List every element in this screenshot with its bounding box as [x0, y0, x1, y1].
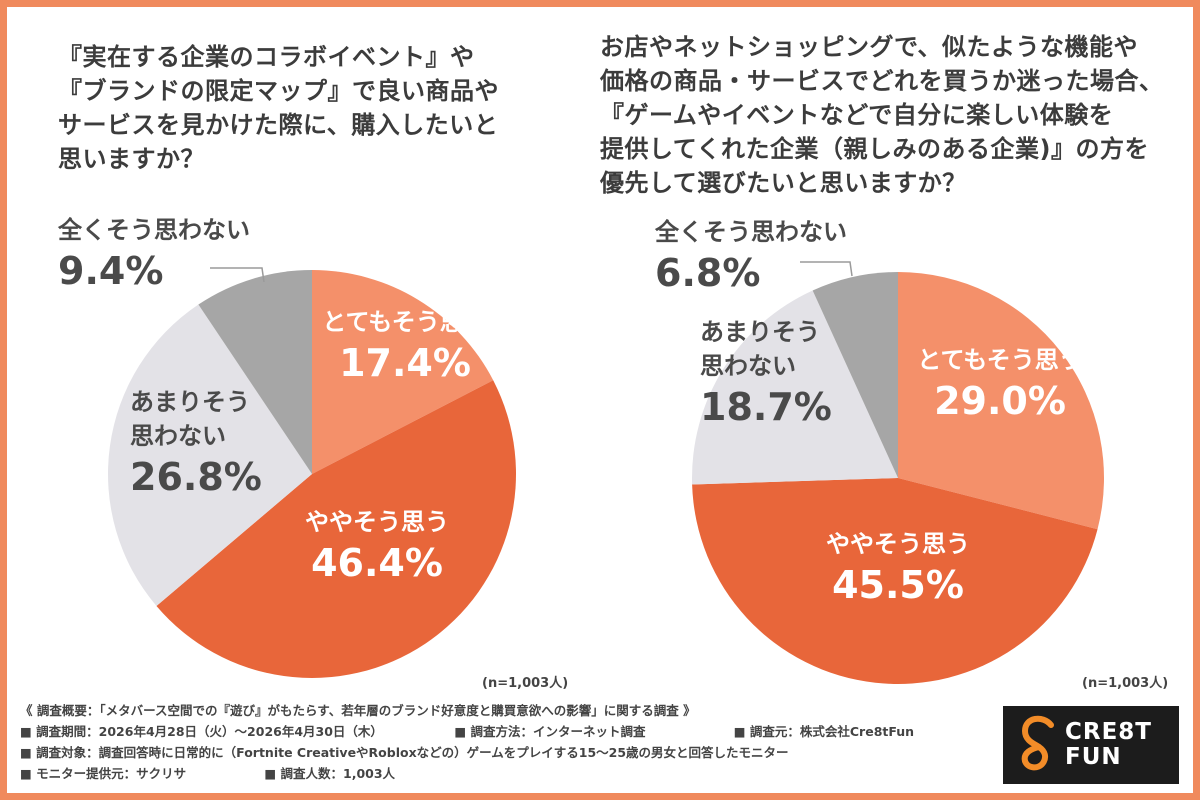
slice-category-label: 全くそう思わない: [654, 218, 847, 246]
pie-slice: [692, 478, 1098, 685]
left-question-line: サービスを見かけた際に、購入したいと: [58, 111, 499, 139]
slice-category-label: ややそう思う: [305, 508, 449, 536]
logo-line: CRE8T: [1065, 719, 1152, 745]
logo-line: FUN: [1065, 744, 1122, 770]
right-question-line: 優先して選びたいと思いますか？: [600, 169, 967, 197]
left-question: 『実在する企業のコラボイベント』や 『ブランドの限定マップ』で良い商品や サービ…: [58, 40, 499, 176]
pie-slice: [198, 270, 312, 474]
slice-value-label: 9.4%: [58, 249, 163, 293]
logo-mark-icon: [1021, 715, 1054, 771]
survey-provider: ■ モニター提供元：サクリサ: [20, 766, 187, 781]
slice-label: 全くそう思わない 9.4%: [57, 216, 250, 293]
pie-slice: [812, 272, 898, 478]
left-question-line: 『実在する企業のコラボイベント』や: [58, 43, 475, 71]
pie-slice: [156, 380, 517, 679]
right-question-line: 提供してくれた企業（親しみのある企業)』の方を: [600, 135, 1150, 163]
slice-category-label: とてもそう思う: [917, 346, 1083, 374]
slice-value-label: 6.8%: [655, 251, 760, 295]
slice-value-label: 18.7%: [700, 385, 832, 429]
slice-category-label: ややそう思う: [826, 530, 970, 558]
left-question-line: 『ブランドの限定マップ』で良い商品や: [58, 77, 499, 105]
left-sample-size: (n=1,003人): [482, 676, 569, 691]
right-question-line: 価格の商品・サービスでどれを買うか迷った場合、: [600, 67, 1164, 95]
survey-source: ■ 調査元：株式会社Cre8tFun: [733, 724, 915, 739]
slice-label: ややそう思う 45.5%: [826, 530, 970, 607]
slice-value-label: 45.5%: [832, 563, 964, 607]
slice-label: ややそう思う 46.4%: [305, 508, 449, 585]
survey-overview: 《 調査概要：「メタバース空間での『遊び』がもたらす、若年層のブランド好意度と購…: [20, 700, 914, 784]
slice-value-label: 17.4%: [339, 341, 471, 385]
pie-slice: [691, 290, 898, 485]
survey-period: ■ 調査期間：2026年4月28日（火）〜2026年4月30日（木）: [20, 724, 383, 739]
slice-category-label: とてもそう思う: [322, 308, 488, 336]
left-question-line: 思いますか？: [58, 145, 205, 173]
slice-category-label: 全くそう思わない: [57, 216, 250, 244]
cre8tfun-logo: CRE8T FUN: [1003, 706, 1179, 784]
right-question: お店やネットショッピングで、似たような機能や 価格の商品・サービスでどれを買うか…: [600, 30, 1164, 200]
slice-label: 全くそう思わない 6.8%: [654, 218, 847, 295]
slice-label: とてもそう思う 17.4%: [322, 308, 488, 385]
leader-line: [210, 267, 265, 283]
slice-category-label: 思わない: [130, 422, 226, 450]
pie-slice: [108, 304, 312, 606]
slice-label: とてもそう思う 29.0%: [917, 346, 1083, 423]
slice-category-label: あまりそう: [130, 388, 250, 416]
right-question-line: お店やネットショッピングで、似たような機能や: [600, 33, 1139, 61]
slice-category-label: あまりそう: [700, 318, 820, 346]
slice-value-label: 46.4%: [311, 541, 443, 585]
pie-slice: [898, 272, 1104, 530]
right-sample-size: (n=1,003人): [1082, 676, 1169, 691]
overview-title: 《 調査概要：「メタバース空間での『遊び』がもたらす、若年層のブランド好意度と購…: [20, 703, 696, 718]
slice-value-label: 29.0%: [934, 379, 1066, 423]
logo-wordmark: CRE8T FUN: [1065, 720, 1152, 770]
slice-value-label: 26.8%: [130, 455, 262, 499]
survey-target: ■ 調査対象：調査回答時に日常的に（Fortnite CreativeやRobl…: [20, 745, 789, 760]
pie-slice: [312, 270, 494, 474]
right-question-line: 『ゲームやイベントなどで自分に楽しい体験を: [600, 101, 1114, 129]
leader-line: [800, 261, 853, 277]
slice-category-label: 思わない: [700, 352, 796, 380]
survey-method: ■ 調査方法：インターネット調査: [454, 724, 646, 739]
survey-count: ■ 調査人数：1,003人: [264, 766, 396, 781]
